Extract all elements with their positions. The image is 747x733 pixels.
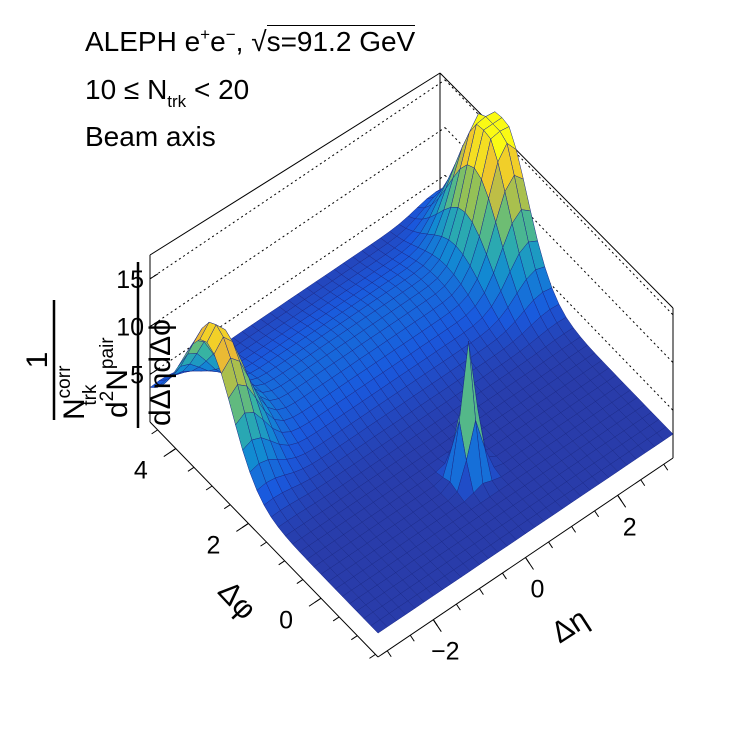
x-minor-tick	[617, 495, 623, 502]
y-axis-title: Δφ	[211, 575, 262, 626]
surface-mesh	[149, 111, 674, 634]
y-minor-tick	[332, 616, 340, 622]
y-minor-tick	[151, 429, 158, 435]
x-minor-tick	[548, 541, 553, 549]
x-minor-tick	[432, 619, 438, 626]
z-gridline	[149, 174, 446, 375]
x-minor-tick	[525, 557, 530, 564]
surface-cell	[370, 619, 388, 634]
y-minor-tick	[278, 560, 285, 566]
header-ntrk-sub: trk	[167, 92, 187, 111]
y-minor-tick	[242, 522, 249, 528]
z-gridline	[149, 127, 446, 327]
z-title-denominator: Ncorr trk	[54, 365, 101, 420]
x-tick-label: −2	[431, 638, 460, 666]
y-tick-label: 2	[206, 531, 220, 559]
x-minor-tick	[478, 588, 484, 595]
y-minor-tick	[296, 579, 304, 584]
x-tick-label: 0	[531, 576, 545, 604]
x-minor-tick	[409, 634, 415, 642]
header-line-1: ALEPH e+e−, √s=91.2 GeV	[85, 25, 416, 57]
z-tick-label: 15	[116, 266, 144, 294]
x-tick-label: 2	[623, 513, 637, 541]
x-minor-tick	[640, 479, 646, 487]
x-axis: −2 0 2	[386, 463, 669, 666]
z-axis-title: 1 Ncorr trk d2Npair dΔηdΔϕ	[21, 262, 177, 428]
header-experiment: ALEPH e	[85, 26, 201, 57]
z-gridline	[149, 79, 446, 280]
z-tick-label: 10	[116, 314, 144, 342]
header-line-2: 10 ≤ Ntrk < 20	[85, 74, 250, 111]
y-axis: 0 2 4	[134, 429, 376, 659]
header-eminus-sup: −	[225, 25, 236, 44]
y-minor-tick	[260, 541, 267, 547]
header-sqrt: √	[251, 26, 267, 57]
y-minor-tick	[205, 485, 213, 491]
z-tick	[149, 368, 159, 375]
y-minor-tick	[369, 653, 376, 659]
z-title-frac-bottom: dΔηdΔϕ	[144, 319, 177, 426]
header-ntrk-lead: 10 ≤ N	[85, 74, 168, 105]
x-axis-title: Δη	[545, 602, 594, 650]
z-title-frac-top: d2Npair	[97, 337, 134, 418]
header-ntrk-tail: < 20	[186, 74, 250, 105]
x-minor-tick	[386, 650, 392, 658]
z-tick	[149, 273, 159, 280]
z-title-one: 1	[21, 352, 54, 369]
x-minor-tick	[571, 526, 577, 533]
header-comma: ,	[235, 26, 244, 57]
y-minor-tick	[314, 597, 322, 603]
header-e: e	[210, 26, 226, 57]
header-energy: s=91.2 GeV	[266, 25, 416, 57]
y-minor-tick	[351, 635, 358, 641]
z-tick	[149, 321, 159, 327]
x-minor-tick	[663, 463, 669, 471]
x-minor-tick	[455, 603, 461, 611]
y-minor-tick	[169, 448, 177, 453]
x-minor-tick	[594, 510, 600, 518]
y-tick-label: 0	[279, 606, 293, 634]
x-minor-tick	[502, 572, 507, 580]
header-eplus-sup: +	[200, 25, 211, 44]
y-minor-tick	[187, 466, 195, 472]
header-line-3: Beam axis	[85, 121, 216, 152]
y-tick-label: 4	[134, 457, 148, 485]
z-grid-lines	[149, 79, 674, 411]
y-minor-tick	[223, 504, 231, 510]
